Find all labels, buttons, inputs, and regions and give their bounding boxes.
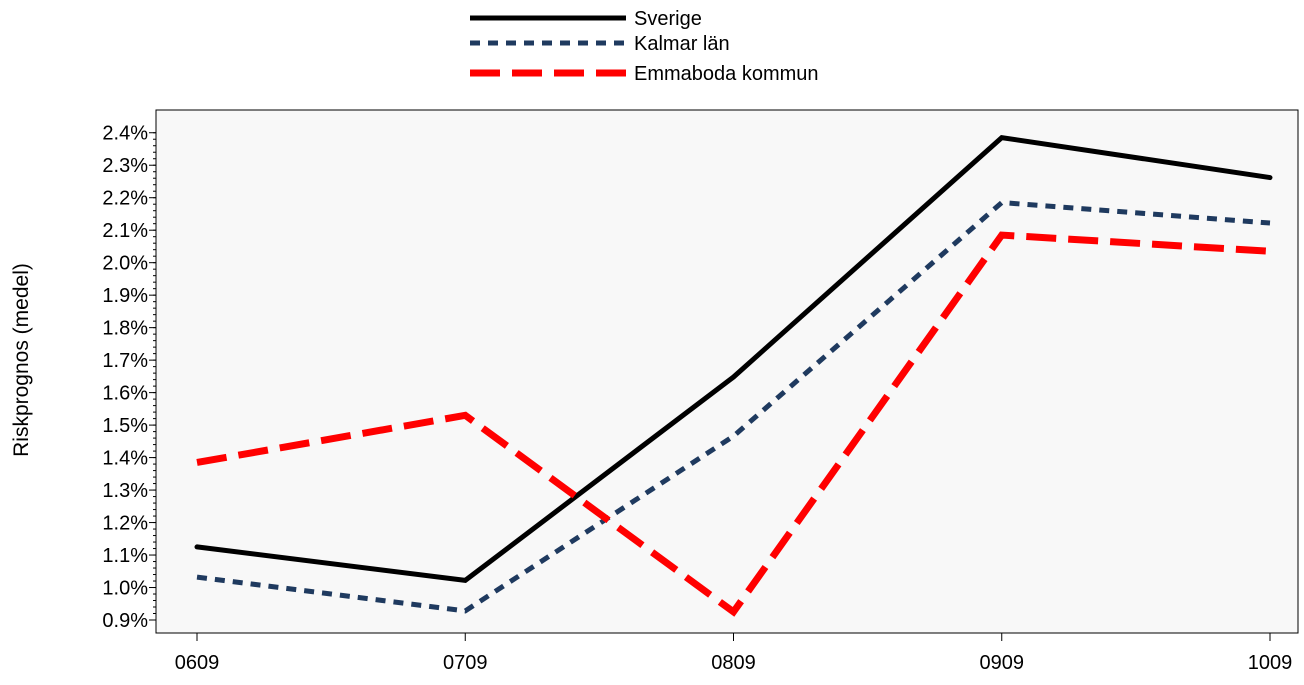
y-tick-label: 1.4% — [102, 448, 148, 470]
legend-label-1: Sverige — [634, 8, 702, 30]
y-tick-label: 1.2% — [102, 513, 148, 535]
plot-area — [155, 109, 1299, 634]
legend-label-2: Kalmar län — [634, 33, 730, 55]
series-layer — [194, 134, 1273, 617]
y-tick-label: 1.0% — [102, 578, 148, 600]
y-tick-label: 1.8% — [102, 318, 148, 340]
y-tick-label: 1.9% — [102, 285, 148, 307]
y-tick-label: 1.7% — [102, 350, 148, 372]
y-tick-label: 2.2% — [102, 188, 148, 210]
y-axis: 0.9% 1.0% 1.1% 1.2% 1.3% 1.4% 1.5% 1.6% 1.7% 1.8%… — [102, 123, 156, 632]
y-tick-label: 1.1% — [102, 545, 148, 567]
y-tick-label: 2.0% — [102, 253, 148, 275]
y-tick-label: 1.5% — [102, 415, 148, 437]
y-tick-label: 2.4% — [102, 123, 148, 145]
y-axis-title: Riskprognos (medel) — [10, 263, 33, 457]
x-axis: 0609 0709 0809 0909 1009 — [175, 633, 1293, 674]
y-tick-label: 2.3% — [102, 155, 148, 177]
y-tick-label: 2.1% — [102, 220, 148, 242]
y-tick-label: 1.3% — [102, 480, 148, 502]
y-tick-label: 1.6% — [102, 383, 148, 405]
y-tick-label: 0.9% — [102, 610, 148, 632]
legend: Sverige Kalmar län Emmaboda kommun — [470, 8, 819, 85]
x-tick-label: 0709 — [443, 652, 488, 674]
x-tick-label: 0809 — [711, 652, 756, 674]
x-tick-label: 1009 — [1248, 652, 1293, 674]
series-line-2 — [196, 200, 1271, 614]
x-tick-label: 0909 — [980, 652, 1025, 674]
x-tick-label: 0609 — [175, 652, 220, 674]
legend-label-3: Emmaboda kommun — [634, 63, 819, 85]
